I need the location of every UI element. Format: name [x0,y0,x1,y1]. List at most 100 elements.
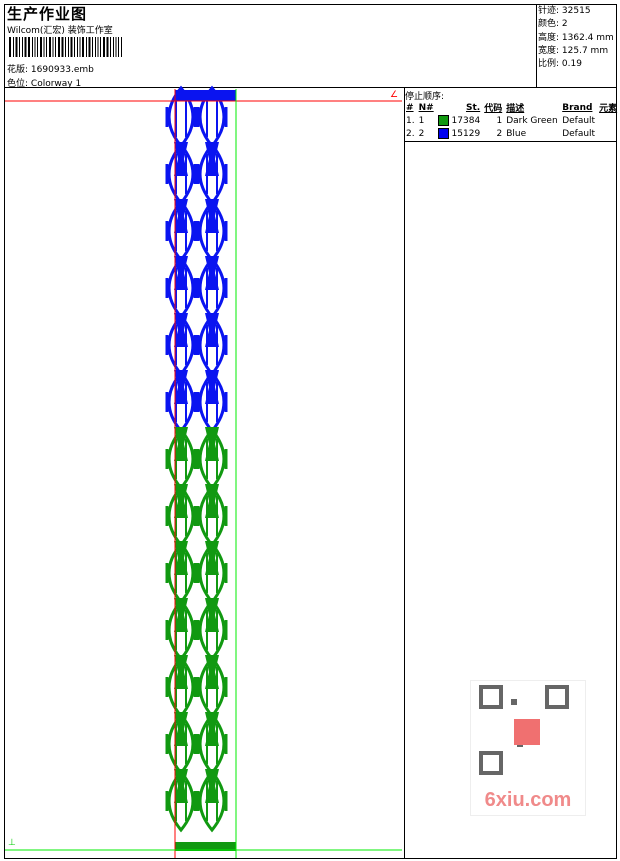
table-row: 1. 1 17384 1 Dark Green Default [406,115,596,126]
stitch-edge [165,107,197,127]
barcode-bar [86,37,87,57]
stitch-edge [196,107,228,127]
barcode-bar [55,37,56,57]
file-label: 花版: [7,65,29,75]
stitch-edge [196,221,228,241]
qr-module [511,699,517,705]
barcode-bar [49,37,51,57]
company-name: Wilcom(汇宏) 装饰工作室 [7,26,113,36]
barcode-bar [97,37,99,57]
barcode-bar [74,37,75,57]
stitch-edge [165,449,197,469]
stat-stitches: 针迹: 32515 [538,6,591,16]
stitch-edge [196,620,228,640]
stitch-line [206,610,218,650]
stitch-line [175,325,187,365]
stitch-edge [196,392,228,412]
qr-finder [479,685,503,709]
barcode-bar [43,37,45,57]
barcode-bar [113,37,114,57]
stitch-edge [196,791,228,811]
stitch-line [175,97,187,137]
barcode-bar [88,37,91,57]
stat-height: 高度: 1362.4 mm [538,32,614,43]
barcode-bar [110,37,111,57]
stitch-line [175,268,187,308]
stitch-edge [196,164,228,184]
bottom-fill-bar [175,842,236,851]
stitch-line [206,325,218,365]
barcode-bar [121,37,122,57]
barcode-bar [52,37,54,57]
barcode-bar [15,37,18,57]
end-marker: ⊥ [8,838,16,848]
table-row: 2. 2 15129 2 Blue Default [406,128,596,139]
stop-sequence-table: # N# St. 代码 描述 Brand 元素 1. 1 17384 1 Dar… [404,101,619,140]
stitch-line [206,211,218,251]
stats-divider [536,4,537,88]
qr-code [479,685,569,775]
barcode-bar [118,37,119,57]
barcode-bar [82,37,84,57]
barcode [9,37,122,57]
barcode-bar [9,37,11,57]
panel-divider [404,87,405,859]
barcode-bar [68,37,69,57]
stitch-edge [165,734,197,754]
design-file: 花版: 1690933.emb [7,62,94,75]
stitch-edge [165,620,197,640]
barcode-bar [24,37,27,57]
barcode-bar [65,37,66,57]
stitch-line [175,211,187,251]
page-title: 生产作业图 [7,5,88,23]
stitch-line [206,781,218,821]
stitch-lens [167,769,195,833]
stitch-line [206,667,218,707]
header-divider [4,87,617,88]
color-swatch [437,128,449,139]
stitch-line [206,382,218,422]
stitch-line [206,724,218,764]
barcode-bar [70,37,73,57]
barcode-bar [79,37,81,57]
stitch-line [175,154,187,194]
page-frame [4,4,617,859]
barcode-bar [37,37,38,57]
stitch-edge [165,791,197,811]
stitch-edge [196,677,228,697]
barcode-bar [58,37,60,57]
barcode-bar [46,37,47,57]
stitch-edge [196,278,228,298]
barcode-bar [32,37,33,57]
barcode-bar [22,37,23,57]
watermark-stamp [514,719,540,745]
barcode-bar [92,37,93,57]
stitch-edge [196,335,228,355]
colorway: 色位: Colorway 1 [7,76,81,89]
stitch-line [175,724,187,764]
stitch-edge [165,677,197,697]
stitch-line [206,268,218,308]
stitch-edge [196,563,228,583]
table-divider [404,141,617,142]
stitch-edge [196,449,228,469]
stats-panel: 针迹: 32515 颜色: 2 高度: 1362.4 mm 宽度: 125.7 … [538,5,614,71]
stitch-edge [165,392,197,412]
start-marker: ∠ [390,90,399,100]
stitch-line [175,781,187,821]
watermark-text: 6xiu.com [484,789,572,811]
barcode-bar [34,37,36,57]
stitch-edge [196,506,228,526]
barcode-bar [95,37,96,57]
stitch-edge [165,563,197,583]
stat-colors: 颜色: 2 [538,19,568,30]
barcode-bar [106,37,109,57]
barcode-bar [77,37,78,57]
barcode-bar [61,37,64,57]
stat-scale: 比例: 0.19 [538,59,582,70]
stat-width: 宽度: 125.7 mm [538,45,609,56]
qr-finder [545,685,569,709]
stitch-line [206,496,218,536]
colorway-label: 色位: [7,79,29,89]
